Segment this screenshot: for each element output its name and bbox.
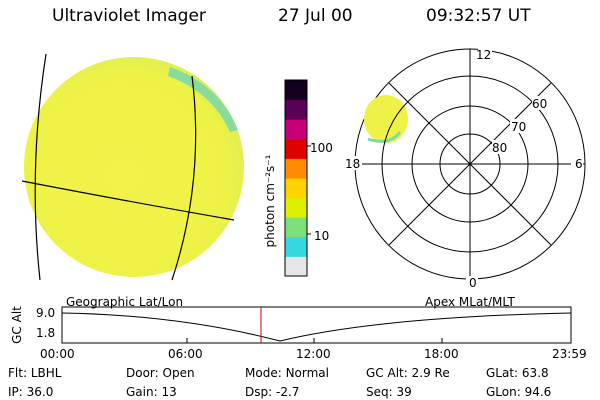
meridian-line-left [34, 53, 47, 281]
info-filter: Flt: LBHL [8, 366, 62, 380]
mlat-label-70: 70 [511, 120, 527, 134]
meridian-line-right [171, 75, 197, 281]
colorbar-segment [285, 197, 307, 218]
observation-time: 09:32:57 UT [426, 6, 531, 26]
y-tick-1-8: 1.8 [36, 326, 56, 340]
gc-alt-axis-label: GC Alt [10, 306, 24, 344]
mlt-label-0: 0 [469, 276, 477, 290]
info-ip: IP: 36.0 [8, 385, 54, 399]
observation-date: 27 Jul 00 [278, 6, 353, 26]
mlat-label-60: 60 [532, 97, 548, 111]
mlt-label-6: 6 [575, 157, 583, 171]
info-seq: Seq: 39 [366, 385, 412, 399]
earth-disk [24, 57, 244, 277]
colorbar-segment [285, 178, 307, 199]
polar-mlt-plot [342, 48, 586, 290]
intensity-colorbar [284, 79, 311, 277]
info-gain: Gain: 13 [126, 385, 177, 399]
colorbar-tick-10: 10 [314, 229, 330, 243]
mlt-label-12: 12 [476, 48, 492, 62]
x-tick-1800: 18:00 [424, 347, 459, 361]
mlat-label-80: 80 [492, 141, 508, 155]
colorbar-segment [285, 236, 307, 257]
x-tick-0000: 00:00 [40, 347, 75, 361]
auroral-spot [364, 95, 408, 143]
altitude-curve [61, 312, 572, 342]
colorbar-segment [285, 138, 307, 159]
parallel-line [21, 180, 235, 221]
altitude-timeline [61, 306, 572, 344]
colorbar-segment [285, 217, 307, 238]
x-tick-1200: 12:00 [296, 347, 331, 361]
info-glon: GLon: 94.6 [486, 385, 552, 399]
info-gc-alt: GC Alt: 2.9 Re [366, 366, 450, 380]
mlt-label-18: 18 [345, 157, 361, 171]
y-tick-9: 9.0 [36, 306, 56, 320]
x-tick-0600: 06:00 [168, 347, 203, 361]
colorbar-segment [285, 119, 307, 140]
colorbar-segment [285, 158, 307, 179]
info-dsp: Dsp: -2.7 [245, 385, 300, 399]
apex-label: Apex MLat/MLT [425, 295, 515, 309]
info-mode: Mode: Normal [245, 366, 329, 380]
colorbar-segment [285, 80, 307, 101]
instrument-title: Ultraviolet Imager [52, 6, 206, 26]
colorbar-segment [285, 99, 307, 120]
geographic-label: Geographic Lat/Lon [66, 295, 184, 309]
colorbar-label: photon cm⁻²s⁻¹ [263, 154, 277, 248]
info-glat: GLat: 63.8 [486, 366, 549, 380]
x-tick-2359: 23:59 [552, 347, 587, 361]
uv-earth-image [21, 53, 244, 281]
dayside-glow [168, 67, 238, 132]
colorbar-segment [285, 256, 307, 277]
info-door: Door: Open [126, 366, 195, 380]
colorbar-tick-100: 100 [310, 141, 333, 155]
